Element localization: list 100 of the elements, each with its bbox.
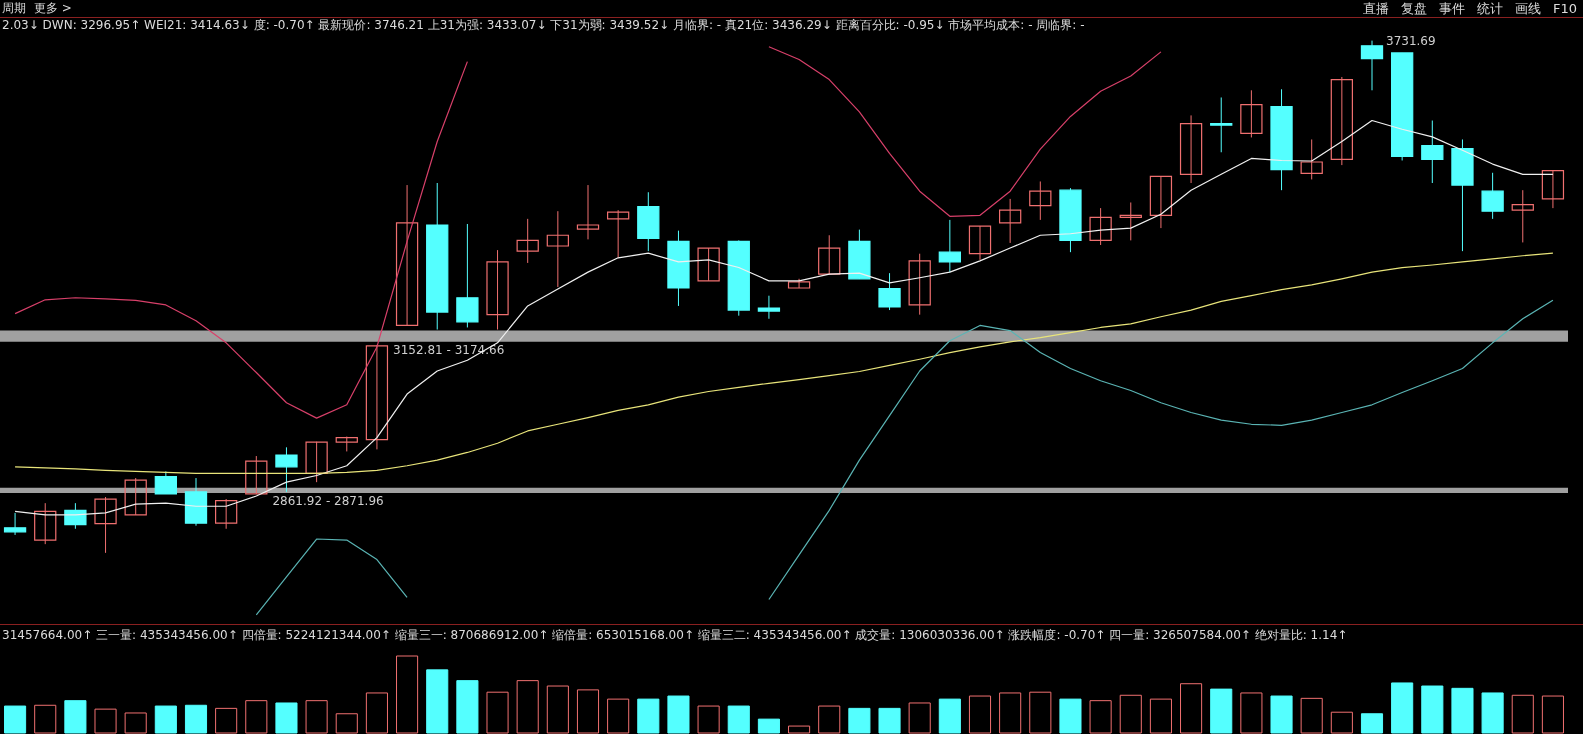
text: 事件 <box>1437 0 1466 17</box>
bar <box>275 702 298 734</box>
candlestick <box>516 218 539 264</box>
bar <box>697 705 720 734</box>
text: 31457664.00↑ 三一量: 435343456.00↑ 四倍量: 5224121344.00↑ 缩量三一: 870686912.00↑ 缩倍量: 653015168.00↑ 缩量三二: 435343456.00↑ 成交量: 1306030336.00↑ 涨跌幅度: -0.70↑ 四一量: 326507584.00↑ 绝对量比: 1.14↑ <box>2 628 1348 642</box>
bar <box>1300 697 1323 734</box>
band-label: 2861.92 - 2871.96 <box>272 493 384 508</box>
candlestick <box>697 247 720 282</box>
candlestick <box>787 278 811 289</box>
candlestick <box>1300 138 1323 180</box>
bar <box>576 689 600 734</box>
bar <box>456 680 479 734</box>
bar <box>757 718 780 734</box>
candlestick <box>818 234 841 275</box>
candlestick <box>1089 207 1112 246</box>
bar <box>4 705 27 734</box>
candlestick <box>1421 120 1444 184</box>
bar <box>396 655 419 734</box>
candlestick <box>908 253 931 316</box>
candlestick <box>576 184 600 240</box>
bar <box>154 705 177 734</box>
bar <box>1481 692 1504 734</box>
bar <box>426 669 449 734</box>
bar <box>1059 698 1082 734</box>
bar <box>305 700 328 734</box>
bar <box>124 712 147 734</box>
bar <box>1360 713 1384 734</box>
candlestick <box>34 502 57 545</box>
bar <box>1089 700 1112 734</box>
candlestick <box>124 477 147 516</box>
candlestick <box>154 470 177 495</box>
text: 2.03↓ DWN: 3296.95↑ WEI21: 3414.63↓ 度: -0.70↑ 最新现价: 3746.21 上31为强: 3433.07↓ 下31为弱: 3439.52↓ 月临界: - 真21位: 3436.29↓ 距离百分比: -0.95↓ 市场平均成本: - 周临界: - <box>2 18 1085 32</box>
candlestick <box>275 446 298 493</box>
candlestick <box>1330 76 1353 166</box>
candlestick <box>878 272 901 311</box>
bar <box>215 707 238 734</box>
candlestick <box>1119 201 1142 241</box>
bar <box>1240 692 1263 734</box>
candlestick <box>546 210 569 288</box>
bar <box>1149 698 1172 734</box>
bar <box>34 704 57 734</box>
bar <box>1451 687 1474 734</box>
text: 画线 <box>1513 0 1542 17</box>
bar <box>727 705 750 734</box>
bar <box>1421 685 1444 734</box>
bar <box>1391 682 1414 734</box>
candlestick <box>1149 175 1173 229</box>
candlestick <box>395 184 419 327</box>
candlestick <box>757 295 781 320</box>
annotation: 3731.69 <box>1386 33 1436 48</box>
bar <box>848 707 871 734</box>
bar <box>1119 694 1142 734</box>
candlestick <box>938 219 961 273</box>
candlestick <box>1511 189 1534 243</box>
text: 复盘 <box>1399 0 1428 17</box>
text: 周期 <box>2 1 26 15</box>
candlestick <box>1360 40 1384 91</box>
bar <box>908 702 931 734</box>
bar <box>968 695 992 734</box>
text: F10 <box>1551 0 1578 17</box>
bar <box>516 680 539 734</box>
candlestick <box>1240 89 1263 138</box>
candlestick <box>215 498 238 530</box>
bar <box>335 713 358 734</box>
bar <box>245 700 268 734</box>
bar <box>546 685 569 734</box>
bar <box>1029 691 1052 734</box>
candlestick <box>1029 180 1052 221</box>
candlestick <box>607 209 630 259</box>
candlestick <box>3 512 27 536</box>
text: 更多 > <box>34 1 72 15</box>
bar <box>818 705 841 734</box>
candlestick <box>968 225 992 261</box>
candlestick <box>1541 170 1565 209</box>
bar <box>938 698 961 734</box>
candlestick <box>999 198 1022 244</box>
bar <box>607 698 630 734</box>
bar <box>1511 694 1534 734</box>
candlestick <box>1210 96 1233 153</box>
bar <box>64 700 87 734</box>
candlestick <box>94 496 117 554</box>
bar <box>637 698 660 734</box>
candlestick <box>486 249 509 331</box>
bar <box>788 725 811 734</box>
bar <box>878 707 901 734</box>
bar <box>999 692 1022 734</box>
bar <box>1210 688 1233 734</box>
candlestick <box>1481 172 1504 220</box>
bar <box>1541 695 1564 734</box>
bar <box>365 692 388 734</box>
bar <box>184 704 208 734</box>
candlestick <box>1179 114 1203 184</box>
candlestick <box>245 455 268 495</box>
text: 统计 <box>1475 0 1504 17</box>
bar <box>1180 683 1203 734</box>
candlestick <box>64 502 87 530</box>
bar <box>486 691 509 734</box>
bar <box>1270 695 1293 734</box>
candlestick <box>365 344 389 450</box>
bar <box>667 695 690 734</box>
